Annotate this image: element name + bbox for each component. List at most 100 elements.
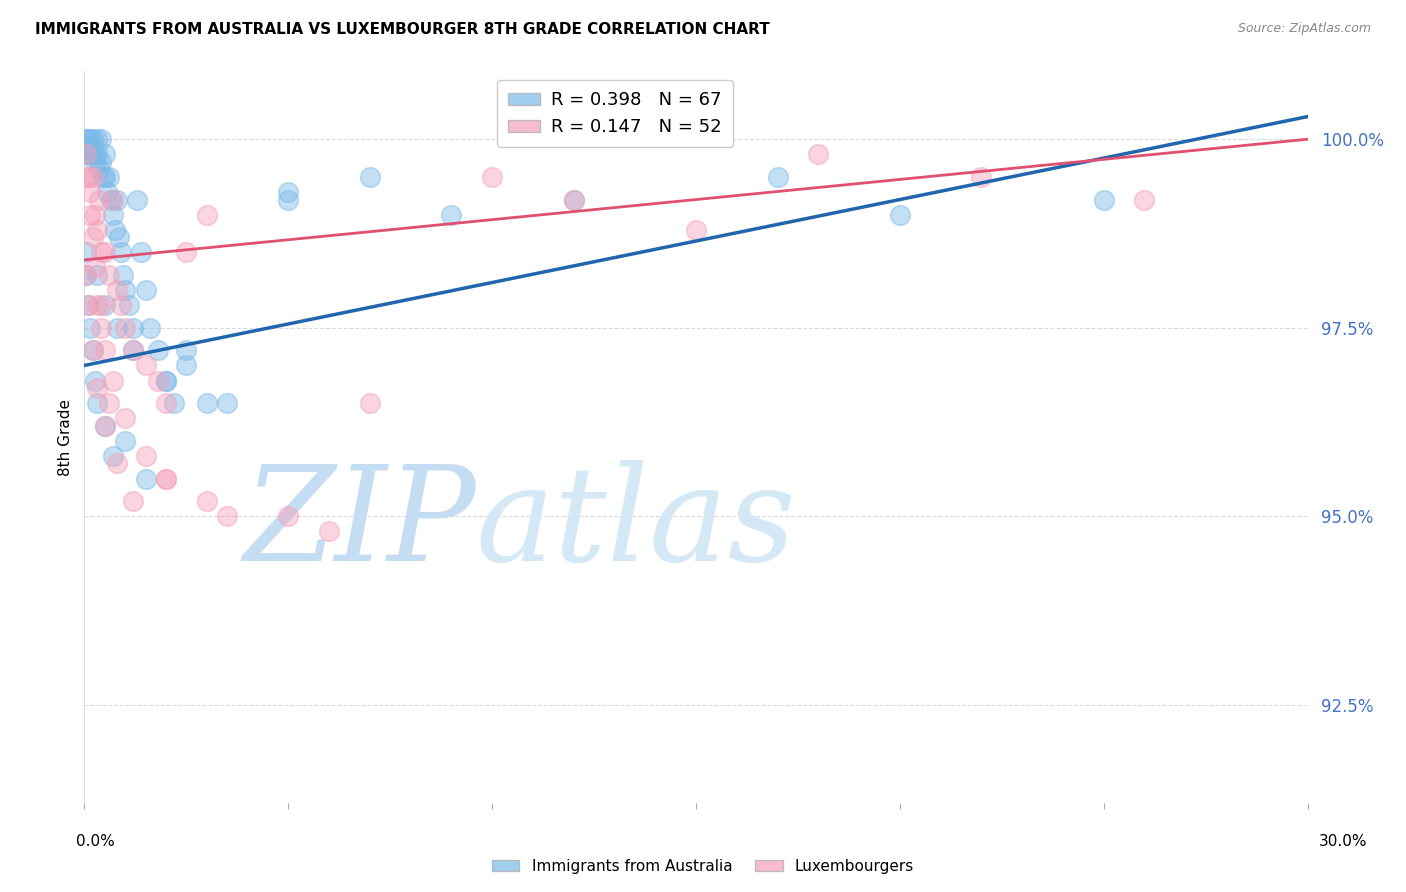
Point xyxy=(135,359,157,373)
Point xyxy=(86,381,108,395)
Point xyxy=(970,169,993,184)
Point xyxy=(83,147,105,161)
Point xyxy=(77,169,100,184)
Point xyxy=(562,193,585,207)
Point xyxy=(86,223,108,237)
Point xyxy=(90,320,112,334)
Point xyxy=(122,494,145,508)
Point xyxy=(685,223,707,237)
Point xyxy=(77,147,100,161)
Point xyxy=(114,283,136,297)
Point xyxy=(96,185,118,199)
Point xyxy=(163,396,186,410)
Point xyxy=(93,418,115,433)
Point xyxy=(91,169,114,184)
Point xyxy=(101,374,124,388)
Point xyxy=(155,471,177,485)
Point xyxy=(118,298,141,312)
Point xyxy=(110,245,132,260)
Point xyxy=(75,147,97,161)
Text: atlas: atlas xyxy=(475,460,796,590)
Point xyxy=(105,320,128,334)
Point xyxy=(86,132,108,146)
Point xyxy=(77,298,100,312)
Point xyxy=(86,147,108,161)
Point xyxy=(1133,193,1156,207)
Point xyxy=(127,193,149,207)
Point xyxy=(114,320,136,334)
Point xyxy=(131,245,153,260)
Point xyxy=(90,245,112,260)
Point xyxy=(217,396,239,410)
Point xyxy=(82,343,104,358)
Point xyxy=(114,411,136,425)
Point xyxy=(155,396,177,410)
Point xyxy=(122,343,145,358)
Point xyxy=(135,471,157,485)
Y-axis label: 8th Grade: 8th Grade xyxy=(58,399,73,475)
Point xyxy=(359,169,381,184)
Point xyxy=(90,298,112,312)
Point xyxy=(101,208,124,222)
Point xyxy=(82,230,104,244)
Point xyxy=(277,193,299,207)
Point xyxy=(155,471,177,485)
Point xyxy=(82,132,104,146)
Point xyxy=(359,396,381,410)
Point xyxy=(90,132,112,146)
Point xyxy=(277,509,299,524)
Point xyxy=(83,208,105,222)
Point xyxy=(174,359,197,373)
Point xyxy=(86,268,108,282)
Legend: R = 0.398   N = 67, R = 0.147   N = 52: R = 0.398 N = 67, R = 0.147 N = 52 xyxy=(498,80,733,147)
Point xyxy=(122,320,145,334)
Point xyxy=(217,509,239,524)
Point xyxy=(104,223,127,237)
Point xyxy=(108,230,131,244)
Point xyxy=(83,154,105,169)
Point xyxy=(83,260,105,275)
Point xyxy=(93,147,115,161)
Point xyxy=(174,245,197,260)
Legend: Immigrants from Australia, Luxembourgers: Immigrants from Australia, Luxembourgers xyxy=(485,853,921,880)
Point xyxy=(318,524,340,539)
Point xyxy=(277,185,299,199)
Point xyxy=(77,169,100,184)
Text: ZIP: ZIP xyxy=(243,460,475,590)
Point xyxy=(75,140,97,154)
Point xyxy=(766,169,789,184)
Point xyxy=(122,343,145,358)
Text: Source: ZipAtlas.com: Source: ZipAtlas.com xyxy=(1237,22,1371,36)
Point xyxy=(440,208,463,222)
Point xyxy=(101,449,124,463)
Point xyxy=(82,140,104,154)
Point xyxy=(77,298,100,312)
Point xyxy=(105,283,128,297)
Point xyxy=(174,343,197,358)
Point xyxy=(77,140,100,154)
Point xyxy=(105,193,128,207)
Point xyxy=(97,268,120,282)
Point xyxy=(75,147,97,161)
Point xyxy=(93,418,115,433)
Point xyxy=(93,169,115,184)
Point xyxy=(79,208,101,222)
Point xyxy=(114,434,136,448)
Point xyxy=(83,374,105,388)
Point xyxy=(75,245,97,260)
Point xyxy=(155,374,177,388)
Point xyxy=(87,162,110,177)
Point xyxy=(195,494,218,508)
Point xyxy=(75,268,97,282)
Point xyxy=(75,268,97,282)
Text: 30.0%: 30.0% xyxy=(1319,834,1367,849)
Point xyxy=(79,132,101,146)
Point xyxy=(481,169,503,184)
Point xyxy=(87,193,110,207)
Point xyxy=(138,320,160,334)
Point xyxy=(195,396,218,410)
Point xyxy=(807,147,830,161)
Point xyxy=(86,298,108,312)
Point xyxy=(79,320,101,334)
Text: IMMIGRANTS FROM AUSTRALIA VS LUXEMBOURGER 8TH GRADE CORRELATION CHART: IMMIGRANTS FROM AUSTRALIA VS LUXEMBOURGE… xyxy=(35,22,770,37)
